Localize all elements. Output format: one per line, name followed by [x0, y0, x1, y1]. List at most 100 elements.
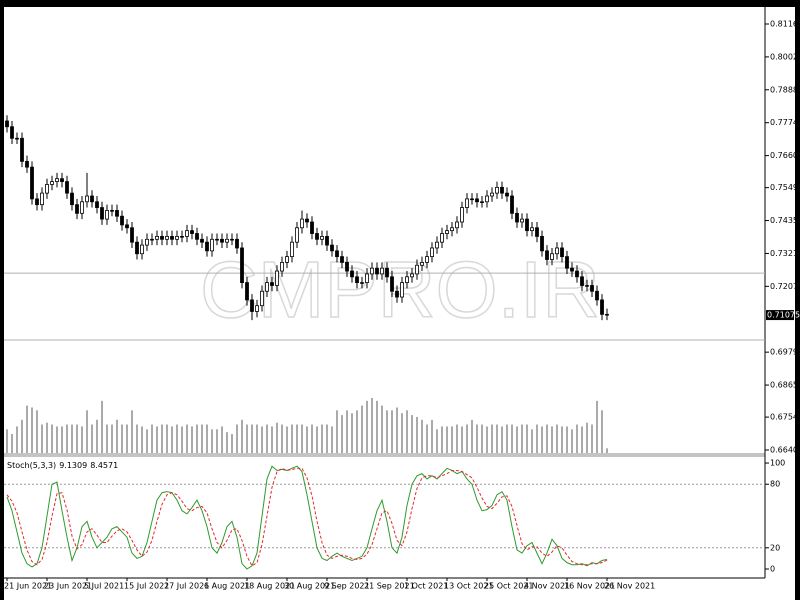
y-tick-label: 0.66400: [770, 445, 800, 454]
candle-body: [150, 238, 154, 241]
y-tick-label: 0.76600: [770, 151, 800, 160]
watermark: CMPRO.IR: [200, 245, 600, 334]
candle-body: [125, 224, 129, 229]
volume-bar: [201, 424, 203, 453]
volume-bar: [271, 426, 273, 453]
volume-bar: [451, 426, 453, 453]
y-tick-label: 0.72070: [770, 282, 800, 291]
volume-bar: [591, 424, 593, 453]
candle-body: [480, 201, 484, 203]
volume-bar: [276, 422, 278, 453]
volume-bar: [251, 424, 253, 453]
volume-bar: [216, 429, 218, 453]
volume-bar: [596, 400, 598, 453]
volume-bar: [601, 410, 603, 453]
candle-body: [500, 186, 504, 194]
candle-body: [265, 282, 269, 292]
candle-body: [485, 195, 489, 203]
candle-body: [435, 241, 439, 249]
stochastic-line: [6, 465, 608, 570]
candle-body: [40, 192, 44, 206]
x-tick-label: 30 Aug 2021: [284, 582, 335, 591]
volume-bar: [486, 426, 488, 453]
candle-body: [80, 201, 84, 214]
y-tick-label: 0.80020: [770, 52, 800, 61]
volume-bar: [501, 426, 503, 453]
candle-body: [100, 207, 104, 220]
volume-bar: [296, 424, 298, 453]
volume-bar: [456, 424, 458, 453]
candle-body: [95, 201, 99, 208]
volume-bar: [166, 424, 168, 453]
volume-bar: [511, 424, 513, 453]
volume-bar: [321, 424, 323, 453]
volume-bar: [586, 422, 588, 453]
volume-bar: [421, 419, 423, 453]
volume-bar: [206, 424, 208, 453]
candle-body: [260, 290, 264, 307]
candle-body: [10, 126, 14, 139]
candle-body: [560, 247, 564, 258]
candle-body: [460, 207, 464, 223]
volume-bar: [441, 426, 443, 453]
volume-bar: [221, 426, 223, 453]
volume-bar: [526, 424, 528, 453]
candle-body: [245, 282, 249, 301]
volume-bar: [391, 410, 393, 453]
volume-bar: [446, 426, 448, 453]
candle-body: [510, 195, 514, 214]
current-price-box: [766, 310, 794, 321]
volume-bar: [191, 426, 193, 453]
candle-body: [115, 210, 119, 217]
volume-bar: [531, 429, 533, 453]
candle-body: [170, 236, 174, 240]
candle-body: [180, 236, 184, 238]
candle-body: [105, 210, 109, 220]
x-tick-label: 21 Sep 2021: [364, 582, 415, 591]
volume-bar: [76, 424, 78, 453]
candle-body: [200, 238, 204, 243]
candle-body: [520, 218, 524, 223]
candle-body: [580, 276, 584, 286]
candle-body: [375, 267, 379, 275]
volume-bar: [341, 415, 343, 453]
candle-body: [545, 250, 549, 260]
candle-body: [250, 299, 254, 312]
volume-bar: [26, 405, 28, 453]
candle-body: [590, 285, 594, 292]
candle-body: [15, 137, 19, 140]
candle-body: [310, 221, 314, 234]
volume-bar: [71, 424, 73, 453]
volume-bar: [231, 434, 233, 453]
volume-bar: [11, 434, 13, 453]
candle-body: [280, 261, 284, 272]
volume-bar: [61, 426, 63, 453]
x-tick-label: 1 Oct 2021: [404, 582, 448, 591]
x-tick-label: 23 Jun 2021: [44, 582, 92, 591]
x-tick-label: 16 Nov 2021: [564, 582, 615, 591]
candle-body: [370, 267, 374, 275]
indicator-name: Stoch(5,3,3): [7, 461, 56, 470]
candle-body: [215, 238, 219, 241]
candle-body: [490, 192, 494, 197]
volume-bar: [246, 424, 248, 453]
candle-body: [35, 198, 39, 206]
candle-body: [335, 250, 339, 258]
candle-body: [255, 305, 259, 312]
volume-bar: [56, 426, 58, 453]
candle-body: [60, 178, 64, 182]
candle-body: [5, 120, 9, 128]
candle-body: [410, 273, 414, 278]
volume-bar: [326, 424, 328, 453]
volume-bar: [16, 426, 18, 453]
candle-body: [330, 244, 334, 252]
candle-body: [55, 178, 59, 182]
volume-bar: [416, 416, 418, 453]
candle-body: [320, 236, 324, 240]
volume-bar: [51, 424, 53, 453]
volume-bar: [336, 410, 338, 453]
candle-body: [340, 256, 344, 263]
candle-body: [295, 227, 299, 243]
candle-body: [135, 241, 139, 255]
volume-bar: [521, 424, 523, 453]
